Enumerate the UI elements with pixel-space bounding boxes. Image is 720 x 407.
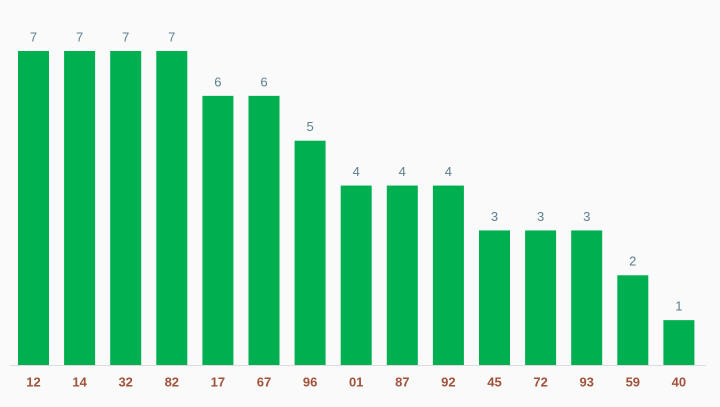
x-tick-label: 93 — [579, 374, 593, 389]
x-tick-label: 40 — [672, 374, 686, 389]
x-tick-label: 59 — [626, 374, 640, 389]
bar — [248, 95, 280, 365]
bar — [663, 320, 695, 365]
x-tick-label: 45 — [487, 374, 501, 389]
value-label: 3 — [583, 209, 590, 224]
bar — [386, 185, 418, 365]
bar — [18, 51, 49, 365]
value-label: 4 — [399, 164, 406, 179]
bar — [432, 185, 464, 365]
bar — [64, 51, 96, 365]
bar — [110, 51, 142, 365]
bar — [156, 51, 188, 365]
value-label: 2 — [629, 254, 636, 269]
value-label: 6 — [260, 74, 267, 89]
x-tick-label: 14 — [72, 374, 87, 389]
x-tick-label: 17 — [211, 374, 225, 389]
bar — [202, 95, 234, 365]
bar — [571, 230, 603, 365]
x-tick-label: 82 — [165, 374, 179, 389]
value-label: 4 — [445, 164, 452, 179]
value-label: 7 — [168, 29, 175, 44]
x-tick-label: 12 — [26, 374, 40, 389]
x-tick-label: 32 — [118, 374, 132, 389]
x-tick-label: 01 — [349, 374, 363, 389]
bar — [294, 140, 326, 365]
bar — [525, 230, 557, 365]
x-tick-label: 67 — [257, 374, 271, 389]
x-tick-label: 72 — [533, 374, 547, 389]
x-tick-label: 92 — [441, 374, 455, 389]
value-label: 7 — [122, 29, 129, 44]
value-label: 7 — [30, 29, 37, 44]
bar — [617, 275, 649, 365]
x-tick-label: 87 — [395, 374, 409, 389]
bar — [340, 185, 372, 365]
value-label: 6 — [214, 74, 221, 89]
value-label: 3 — [537, 209, 544, 224]
x-tick-label: 96 — [303, 374, 317, 389]
value-label: 5 — [306, 119, 313, 134]
value-label: 1 — [675, 299, 682, 314]
value-label: 7 — [76, 29, 83, 44]
value-label: 4 — [353, 164, 360, 179]
bar — [479, 230, 510, 365]
value-label: 3 — [491, 209, 498, 224]
